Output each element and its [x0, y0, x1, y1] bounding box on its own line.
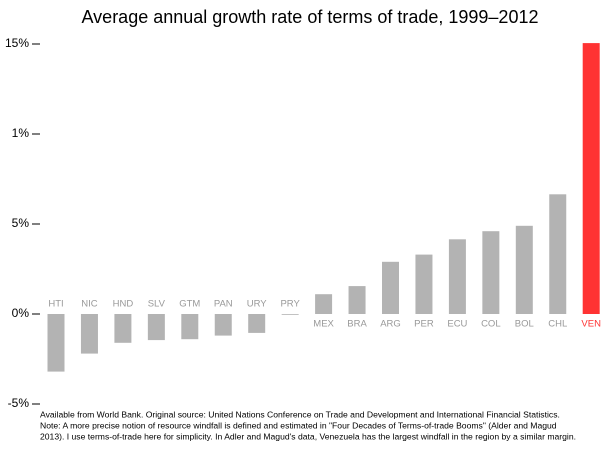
x-tick-label: URY — [247, 299, 268, 310]
bar — [181, 314, 199, 340]
y-tick-label: 15% — [5, 36, 29, 50]
x-tick-label: PER — [414, 319, 434, 330]
x-tick-label: ECU — [447, 319, 467, 330]
x-tick-label: VEN — [581, 319, 601, 330]
bar — [415, 254, 433, 314]
y-tick-label: 1% — [12, 126, 30, 140]
x-tick-label: NIC — [81, 299, 98, 310]
y-tick-label: 5% — [12, 216, 30, 230]
x-tick-label: COL — [481, 319, 501, 330]
x-tick-label: BOL — [515, 319, 534, 330]
x-tick-label: HTI — [48, 299, 63, 310]
note: Note: A more precise notion of resource … — [40, 420, 557, 430]
bar — [248, 314, 266, 333]
bar — [315, 294, 333, 314]
bar — [549, 194, 567, 314]
bar — [214, 314, 232, 336]
note: Available from World Bank. Original sour… — [40, 409, 560, 419]
bar — [348, 286, 366, 314]
bar — [80, 314, 98, 354]
bar — [482, 231, 500, 314]
note: 2013). I use terms-of-trade here for sim… — [40, 431, 576, 441]
bar — [114, 314, 132, 343]
x-tick-label: CHL — [548, 319, 567, 330]
bar — [515, 225, 533, 314]
bar — [582, 43, 600, 314]
x-tick-label: MEX — [313, 319, 334, 330]
x-tick-label: GTM — [179, 299, 200, 310]
x-tick-label: ARG — [380, 319, 401, 330]
y-tick-label: -5% — [8, 396, 30, 410]
y-tick-label: 0% — [12, 306, 30, 320]
x-tick-label: BRA — [347, 319, 367, 330]
x-tick-label: PAN — [214, 299, 233, 310]
bar — [147, 314, 165, 341]
bar — [448, 239, 466, 314]
bar — [281, 314, 299, 315]
x-tick-label: SLV — [148, 299, 166, 310]
bar — [382, 261, 399, 314]
x-tick-label: HND — [113, 299, 134, 310]
chart-title: Average annual growth rate of terms of t… — [82, 7, 539, 27]
bar — [47, 314, 65, 372]
x-tick-label: PRY — [280, 299, 300, 310]
